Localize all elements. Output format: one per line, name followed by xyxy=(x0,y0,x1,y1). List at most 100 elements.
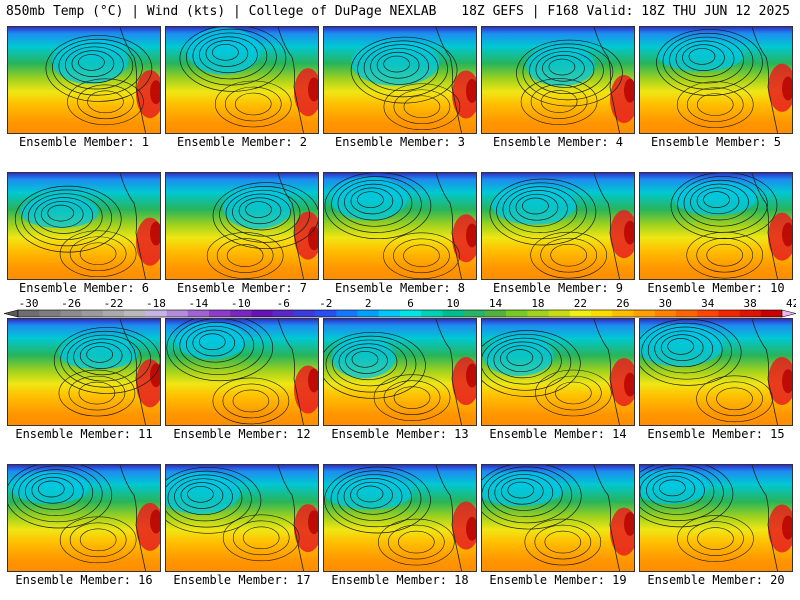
member-caption: Ensemble Member: 1 xyxy=(18,135,150,149)
colorbar-swatch xyxy=(187,310,210,317)
colorbar-tick-label: -18 xyxy=(146,297,166,310)
colorbar-swatch xyxy=(378,310,401,317)
colorbar-swatch xyxy=(230,310,252,317)
member-caption: Ensemble Member: 13 xyxy=(331,427,469,441)
member-caption: Ensemble Member: 10 xyxy=(647,281,785,295)
colorbar-swatch xyxy=(675,310,698,317)
member-caption: Ensemble Member: 8 xyxy=(334,281,466,295)
ensemble-member-map xyxy=(7,172,161,280)
ensemble-member-map xyxy=(7,464,161,572)
colorbar-swatch xyxy=(336,310,358,317)
member-caption: Ensemble Member: 6 xyxy=(18,281,150,295)
ensemble-member-map xyxy=(323,464,477,572)
ensemble-member-map xyxy=(639,318,793,426)
colorbar-swatch xyxy=(102,310,125,317)
colorbar-tick-label: -22 xyxy=(104,297,124,310)
colorbar-swatch xyxy=(654,310,677,317)
colorbar-tick-label: -6 xyxy=(277,297,290,310)
ensemble-member-map xyxy=(481,318,635,426)
colorbar-swatch xyxy=(357,310,380,317)
ensemble-member-map xyxy=(481,464,635,572)
ensemble-member-map xyxy=(165,172,319,280)
member-caption: Ensemble Member: 2 xyxy=(176,135,308,149)
colorbar-swatch xyxy=(18,310,40,317)
colorbar-swatch xyxy=(442,310,464,317)
colorbar-swatch xyxy=(251,310,273,317)
member-caption: Ensemble Member: 18 xyxy=(331,573,469,587)
colorbar-swatch xyxy=(315,310,337,317)
ensemble-member-map xyxy=(639,26,793,134)
ensemble-member-map xyxy=(481,172,635,280)
chart-title: 850mb Temp (°C) | Wind (kts) | College o… xyxy=(6,4,437,19)
colorbar-swatch xyxy=(591,310,613,317)
colorbar-swatch xyxy=(293,310,316,317)
member-caption: Ensemble Member: 11 xyxy=(15,427,153,441)
colorbar-swatch xyxy=(739,310,762,317)
colorbar-tick-label: -10 xyxy=(231,297,251,310)
colorbar-swatch xyxy=(145,310,167,317)
colorbar-min-arrow xyxy=(4,309,19,318)
member-caption: Ensemble Member: 14 xyxy=(489,427,627,441)
ensemble-member-map xyxy=(7,26,161,134)
colorbar-tick-label: 18 xyxy=(531,297,544,310)
member-caption: Ensemble Member: 19 xyxy=(489,573,627,587)
member-caption: Ensemble Member: 16 xyxy=(15,573,153,587)
member-caption: Ensemble Member: 5 xyxy=(650,135,782,149)
colorbar-swatch xyxy=(272,310,295,317)
member-caption: Ensemble Member: 3 xyxy=(334,135,466,149)
colorbar-tick-label: -2 xyxy=(319,297,332,310)
colorbar-tick-label: 42 xyxy=(786,297,796,310)
colorbar-swatch xyxy=(124,310,146,317)
colorbar-tick-label: 22 xyxy=(574,297,587,310)
colorbar-swatch xyxy=(612,310,634,317)
member-caption: Ensemble Member: 20 xyxy=(647,573,785,587)
member-caption: Ensemble Member: 4 xyxy=(492,135,624,149)
colorbar-swatch xyxy=(548,310,571,317)
colorbar-swatch xyxy=(463,310,486,317)
ensemble-member-map xyxy=(165,26,319,134)
colorbar-tick-label: 30 xyxy=(659,297,672,310)
colorbar-max-arrow xyxy=(781,309,796,318)
colorbar-tick-label: 26 xyxy=(616,297,629,310)
colorbar-swatch xyxy=(527,310,549,317)
colorbar-tick-label: 6 xyxy=(407,297,414,310)
colorbar-swatch xyxy=(697,310,719,317)
colorbar-tick-label: 38 xyxy=(744,297,757,310)
ensemble-member-map xyxy=(639,464,793,572)
ensemble-member-map xyxy=(165,464,319,572)
colorbar-tick-label: 34 xyxy=(701,297,715,310)
colorbar-tick-label: 14 xyxy=(489,297,503,310)
ensemble-member-map xyxy=(323,26,477,134)
colorbar-swatch xyxy=(400,310,422,317)
colorbar-tick-label: 10 xyxy=(446,297,459,310)
ensemble-member-map xyxy=(481,26,635,134)
colorbar-tick-label: -30 xyxy=(19,297,39,310)
ensemble-member-map xyxy=(323,172,477,280)
colorbar-swatch xyxy=(760,310,783,317)
ensemble-member-map xyxy=(165,318,319,426)
member-caption: Ensemble Member: 15 xyxy=(647,427,785,441)
colorbar-swatch xyxy=(718,310,740,317)
colorbar-swatch xyxy=(81,310,104,317)
colorbar-swatch xyxy=(569,310,592,317)
colorbar-swatch xyxy=(484,310,507,317)
colorbar-swatch xyxy=(60,310,82,317)
colorbar-tick-label: 2 xyxy=(365,297,372,310)
model-run-info: 18Z GEFS | F168 Valid: 18Z THU JUN 12 20… xyxy=(461,4,790,19)
member-caption: Ensemble Member: 9 xyxy=(492,281,624,295)
colorbar-tick-label: -14 xyxy=(188,297,208,310)
colorbar-swatch xyxy=(506,310,528,317)
colorbar-swatch xyxy=(421,310,443,317)
ensemble-member-map xyxy=(7,318,161,426)
member-caption: Ensemble Member: 7 xyxy=(176,281,308,295)
member-caption: Ensemble Member: 12 xyxy=(173,427,311,441)
colorbar-swatch xyxy=(209,310,231,317)
temperature-colorbar: -30 -26 -22 -18 -14 -10 -6 -2 2 6 10 14 18 22 26 30 34 38… xyxy=(4,297,796,318)
ensemble-member-map xyxy=(323,318,477,426)
colorbar-swatch xyxy=(39,310,61,317)
colorbar-swatch xyxy=(633,310,655,317)
member-caption: Ensemble Member: 17 xyxy=(173,573,311,587)
colorbar-tick-label: -26 xyxy=(61,297,81,310)
colorbar-swatch xyxy=(166,310,189,317)
ensemble-member-map xyxy=(639,172,793,280)
